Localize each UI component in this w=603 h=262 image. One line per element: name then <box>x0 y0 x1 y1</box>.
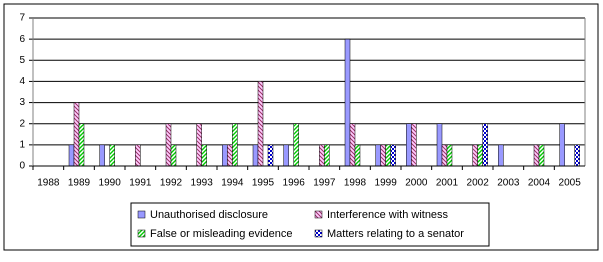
legend-swatch <box>137 210 146 219</box>
bar <box>375 144 381 167</box>
x-tick-label: 1993 <box>191 178 214 189</box>
bar <box>170 144 177 167</box>
x-tick-label: 2000 <box>405 178 428 189</box>
x-tick-label: 1999 <box>375 178 398 189</box>
legend-label: Unauthorised disclosure <box>150 209 268 221</box>
x-tick-label: 1997 <box>313 178 336 189</box>
x-tick-label: 2001 <box>436 178 459 189</box>
y-tick-label: 6 <box>19 34 25 45</box>
bar <box>533 144 540 167</box>
bar <box>574 144 580 167</box>
x-tick-label: 1998 <box>344 178 367 189</box>
bar <box>436 123 443 167</box>
bar <box>324 144 330 167</box>
x-tick-label: 1989 <box>68 178 91 189</box>
bar <box>222 144 228 167</box>
x-tick-label: 1996 <box>283 178 306 189</box>
bar <box>472 144 478 167</box>
bar <box>390 144 396 167</box>
bar <box>196 123 202 167</box>
bar <box>380 144 386 167</box>
bar <box>477 144 483 167</box>
bar <box>385 144 391 167</box>
x-tick-label: 2003 <box>497 178 520 189</box>
legend-swatch <box>314 229 323 238</box>
bar <box>227 144 233 167</box>
x-tick-label: 2002 <box>467 178 490 189</box>
x-tick-label: 1990 <box>99 178 122 189</box>
y-tick-label: 2 <box>19 118 25 129</box>
bar <box>257 81 264 167</box>
bar <box>252 144 259 167</box>
bar <box>411 123 417 167</box>
bar <box>232 123 238 167</box>
bar <box>354 144 361 167</box>
x-tick-label: 1995 <box>252 178 275 189</box>
bar <box>267 144 274 167</box>
bar <box>319 144 325 167</box>
legend-label: Interference with witness <box>327 209 449 221</box>
bar <box>344 38 351 167</box>
bar <box>498 144 504 167</box>
bar <box>441 144 448 167</box>
x-tick-label: 2005 <box>559 178 582 189</box>
legend-label: False or misleading evidence <box>150 228 292 240</box>
bar <box>201 144 207 167</box>
x-tick-label: 1994 <box>221 178 244 189</box>
y-tick-label: 7 <box>19 13 25 24</box>
bar <box>109 144 115 167</box>
legend-swatch <box>314 210 323 219</box>
bar <box>78 123 85 167</box>
bar <box>99 144 105 167</box>
bar <box>283 144 289 167</box>
x-tick-label: 1992 <box>160 178 183 189</box>
x-tick-label: 1991 <box>129 178 152 189</box>
y-tick-label: 5 <box>19 55 25 66</box>
bar <box>406 123 412 167</box>
y-tick-label: 4 <box>19 76 25 87</box>
bar <box>349 123 356 167</box>
bar <box>482 123 488 167</box>
y-tick-label: 3 <box>19 97 25 108</box>
legend: Unauthorised disclosure Interference with… <box>130 202 490 247</box>
x-tick-label: 1988 <box>37 178 60 189</box>
bar <box>293 123 299 167</box>
bar <box>135 144 141 167</box>
legend-swatch <box>137 229 146 238</box>
x-tick-label: 2004 <box>528 178 551 189</box>
y-tick-label: 1 <box>19 139 25 150</box>
legend-label: Matters relating to a senator <box>327 228 464 240</box>
legend-box <box>130 202 490 247</box>
bar <box>559 123 565 167</box>
bar <box>538 144 545 167</box>
y-tick-label: 0 <box>19 161 25 172</box>
bar <box>73 102 80 167</box>
bar <box>165 123 172 167</box>
bar <box>68 144 75 167</box>
bar <box>446 144 453 167</box>
